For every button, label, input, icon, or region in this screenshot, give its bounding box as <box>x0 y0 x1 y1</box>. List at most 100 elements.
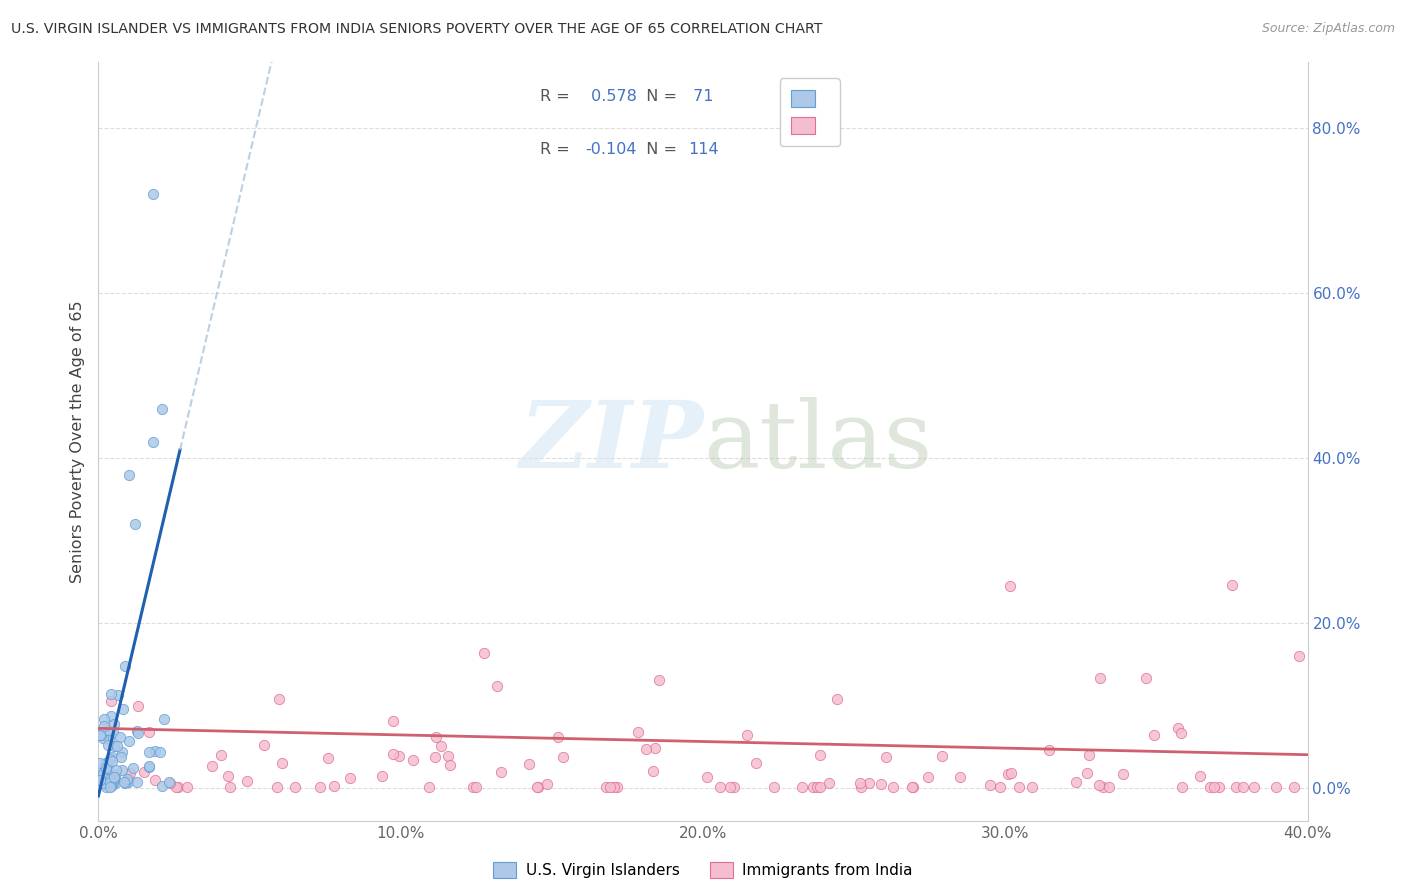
Point <box>803 780 825 794</box>
Text: R =: R = <box>540 142 575 157</box>
Point <box>388 748 411 763</box>
Point <box>1064 775 1087 789</box>
Point <box>425 730 447 744</box>
Point <box>89 727 111 741</box>
Point <box>1188 769 1211 783</box>
Point <box>762 780 785 794</box>
Point <box>371 768 394 782</box>
Point <box>723 780 745 794</box>
Point <box>114 776 136 790</box>
Point <box>423 749 446 764</box>
Point <box>806 780 828 794</box>
Legend: U.S. Virgin Islanders, Immigrants from India: U.S. Virgin Islanders, Immigrants from I… <box>488 856 918 884</box>
Point <box>595 780 617 794</box>
Point <box>547 730 569 744</box>
Point <box>599 780 621 794</box>
Text: atlas: atlas <box>703 397 932 486</box>
Point <box>339 771 361 785</box>
Point <box>418 780 440 794</box>
Point <box>253 738 276 752</box>
Point <box>901 780 924 794</box>
Point <box>988 780 1011 794</box>
Point <box>627 725 650 739</box>
Text: ZIP: ZIP <box>519 397 703 486</box>
Point <box>127 698 149 713</box>
Legend: , : , <box>780 78 839 146</box>
Point <box>153 712 176 726</box>
Point <box>526 780 548 794</box>
Point <box>93 731 115 745</box>
Point <box>536 777 558 791</box>
Point <box>266 780 288 794</box>
Point <box>849 780 872 794</box>
Point <box>125 723 148 738</box>
Point <box>997 767 1019 781</box>
Point <box>526 780 548 794</box>
Point <box>284 780 307 794</box>
Point <box>98 752 121 766</box>
Point <box>634 742 657 756</box>
Point <box>103 770 125 784</box>
Point <box>114 659 136 673</box>
Point <box>931 749 953 764</box>
Point <box>1038 743 1060 757</box>
Point <box>110 749 132 764</box>
Point <box>1170 780 1192 794</box>
Point <box>112 774 135 789</box>
Point <box>381 714 404 728</box>
Point <box>107 689 129 703</box>
Point <box>465 780 488 794</box>
Point <box>1204 780 1226 794</box>
Point <box>818 776 841 790</box>
Point <box>648 673 671 687</box>
Point <box>167 780 190 794</box>
Point <box>382 747 405 761</box>
Point <box>176 780 198 794</box>
Text: 0.578: 0.578 <box>586 89 637 104</box>
Point <box>142 434 165 449</box>
Point <box>430 739 453 753</box>
Point <box>1282 780 1305 794</box>
Point <box>1167 721 1189 735</box>
Point <box>402 752 425 766</box>
Point <box>605 780 627 794</box>
Point <box>461 780 484 794</box>
Point <box>150 401 173 416</box>
Point <box>104 770 127 784</box>
Point <box>90 728 112 742</box>
Text: 114: 114 <box>689 142 718 157</box>
Point <box>142 187 165 202</box>
Point <box>100 778 122 792</box>
Point <box>439 757 461 772</box>
Point <box>98 774 121 789</box>
Text: -0.104: -0.104 <box>586 142 637 157</box>
Point <box>127 726 149 740</box>
Point <box>1000 765 1022 780</box>
Point <box>91 776 114 790</box>
Point <box>437 748 460 763</box>
Point <box>103 770 125 784</box>
Point <box>901 780 924 794</box>
Point <box>104 776 127 790</box>
Point <box>149 745 172 759</box>
Point <box>157 774 180 789</box>
Point <box>103 716 125 731</box>
Point <box>97 738 120 752</box>
Point <box>979 778 1001 792</box>
Point <box>93 719 115 733</box>
Point <box>1143 728 1166 742</box>
Point <box>122 761 145 775</box>
Point <box>107 739 129 753</box>
Point <box>1092 780 1115 794</box>
Point <box>132 765 155 780</box>
Point <box>138 760 160 774</box>
Point <box>236 773 259 788</box>
Point <box>100 779 122 793</box>
Point <box>111 701 134 715</box>
Point <box>316 751 339 765</box>
Point <box>115 772 138 787</box>
Point <box>917 770 939 784</box>
Point <box>1098 780 1121 794</box>
Point <box>322 779 344 793</box>
Point <box>849 776 872 790</box>
